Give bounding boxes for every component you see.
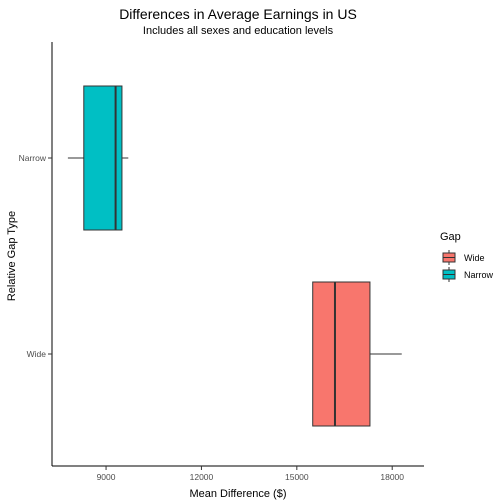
x-tick-label: 18000 <box>380 472 404 482</box>
x-axis-label: Mean Difference ($) <box>189 488 286 500</box>
legend-key-narrow <box>442 267 456 282</box>
box-wide <box>312 281 402 427</box>
box-narrow <box>67 85 129 231</box>
box-body <box>312 281 371 427</box>
plot-area: 9000 12000 15000 18000 Narrow Wide <box>19 42 424 482</box>
y-tick-label: Wide <box>27 349 47 359</box>
legend-label-narrow: Narrow <box>464 270 494 280</box>
chart-subtitle: Includes all sexes and education levels <box>143 25 334 37</box>
y-axis-label: Relative Gap Type <box>6 211 18 301</box>
x-tick-label: 12000 <box>190 472 214 482</box>
chart-title: Differences in Average Earnings in US <box>119 6 357 22</box>
y-tick-label: Narrow <box>19 153 47 163</box>
legend-label-wide: Wide <box>464 253 485 263</box>
x-tick-label: 9000 <box>97 472 116 482</box>
x-tick-label: 15000 <box>285 472 309 482</box>
legend: Gap Wide Narrow <box>440 231 494 282</box>
legend-key-wide <box>442 250 456 265</box>
legend-title: Gap <box>440 231 461 243</box>
